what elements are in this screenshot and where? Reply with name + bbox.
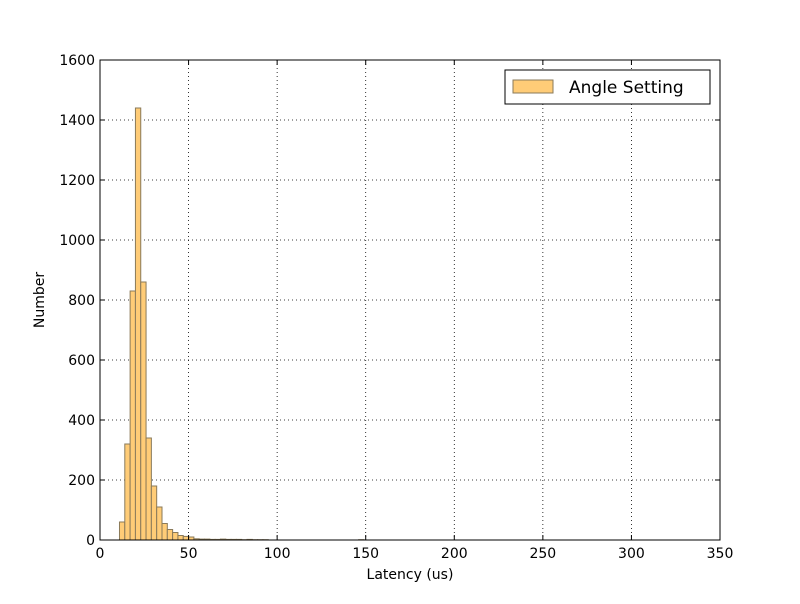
legend-label: Angle Setting bbox=[569, 78, 684, 98]
ticks: 0 50 100 150 200 250 300 350 0 200 400 600 800 1000 12… bbox=[59, 53, 733, 562]
histogram-bar bbox=[125, 444, 130, 540]
grid-lines bbox=[100, 60, 720, 540]
x-tick-label: 0 bbox=[96, 546, 105, 562]
legend-swatch bbox=[513, 80, 553, 93]
histogram-bar bbox=[167, 530, 172, 541]
x-tick-label: 250 bbox=[529, 546, 556, 562]
x-tick-label: 350 bbox=[707, 546, 734, 562]
y-tick-label: 0 bbox=[86, 533, 95, 549]
histogram-bar bbox=[119, 522, 124, 540]
x-tick-label: 100 bbox=[264, 546, 291, 562]
bars bbox=[119, 108, 363, 540]
histogram-bar bbox=[178, 536, 183, 541]
x-tick-label: 150 bbox=[352, 546, 379, 562]
histogram-bar bbox=[173, 533, 178, 541]
y-tick-label: 1200 bbox=[59, 173, 95, 189]
y-tick-label: 600 bbox=[68, 353, 95, 369]
y-tick-label: 1400 bbox=[59, 113, 95, 129]
histogram-bar bbox=[130, 291, 135, 540]
y-tick-label: 1000 bbox=[59, 233, 95, 249]
y-tick-label: 1600 bbox=[59, 53, 95, 69]
x-tick-label: 300 bbox=[618, 546, 645, 562]
x-axis-label: Latency (us) bbox=[367, 567, 454, 583]
histogram-bar bbox=[162, 524, 167, 541]
histogram-bar bbox=[157, 507, 162, 540]
histogram-bar bbox=[183, 536, 188, 540]
legend: Angle Setting bbox=[505, 70, 710, 104]
histogram-bar bbox=[141, 282, 146, 540]
histogram-bar bbox=[146, 438, 151, 540]
y-tick-label: 400 bbox=[68, 413, 95, 429]
y-axis-label: Number bbox=[32, 272, 48, 328]
y-tick-label: 200 bbox=[68, 473, 95, 489]
histogram-bar bbox=[151, 486, 156, 540]
y-tick-label: 800 bbox=[68, 293, 95, 309]
histogram-bar bbox=[135, 108, 140, 540]
x-tick-label: 200 bbox=[441, 546, 468, 562]
x-tick-label: 50 bbox=[180, 546, 198, 562]
